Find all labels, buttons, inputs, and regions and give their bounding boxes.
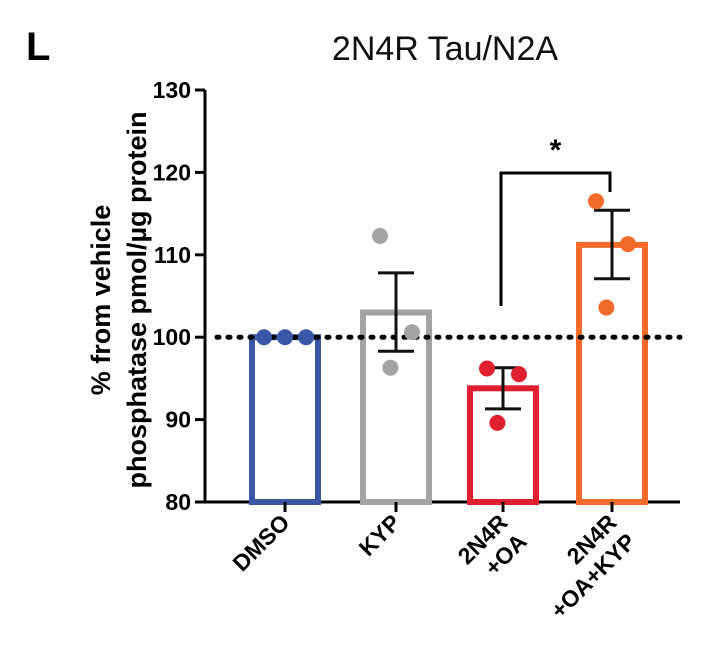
panel-letter: L	[26, 25, 50, 69]
data-point	[620, 236, 636, 253]
y-tick-label: 90	[165, 407, 191, 433]
significance-bracket	[499, 171, 612, 306]
y-axis-label-line: phosphatase pmol/µg protein	[122, 111, 152, 488]
data-point	[511, 366, 527, 383]
data-point	[372, 227, 388, 244]
chart-title: 2N4R Tau/N2A	[332, 30, 558, 68]
x-tick-label: KYP	[354, 509, 406, 561]
bar	[249, 334, 321, 506]
y-tick-label: 120	[153, 159, 191, 185]
y-tick-label: 110	[154, 242, 191, 268]
data-point	[598, 299, 615, 316]
y-tick-label: 130	[153, 77, 191, 103]
data-point	[588, 193, 604, 210]
data-point	[404, 324, 420, 341]
data-point	[256, 329, 272, 346]
x-tick-label-line: KYP	[354, 509, 406, 561]
x-tick-label-line: DMSO	[227, 509, 294, 576]
plot-area: 80 90 100 110 120 130 * DMSO KYP 2N4R+OA 2N4R+OA+K…	[153, 77, 683, 624]
y-tick-label: 80	[165, 489, 191, 515]
data-point	[298, 329, 314, 346]
x-tick-label: 2N4R+OA	[453, 509, 532, 581]
x-tick-label: DMSO	[227, 509, 294, 576]
y-axis-label-line: % from vehicle	[86, 205, 116, 396]
significance-label: *	[550, 134, 562, 167]
x-tick-label: 2N4R+OA+KYP	[545, 509, 640, 624]
y-axis-label: % from vehicle phosphatase pmol/µg protei…	[86, 111, 152, 488]
data-point	[277, 329, 293, 346]
y-tick-label: 100	[153, 324, 191, 350]
data-point	[479, 360, 495, 377]
bar	[576, 241, 648, 506]
data-point	[382, 359, 399, 376]
data-point	[489, 414, 506, 431]
